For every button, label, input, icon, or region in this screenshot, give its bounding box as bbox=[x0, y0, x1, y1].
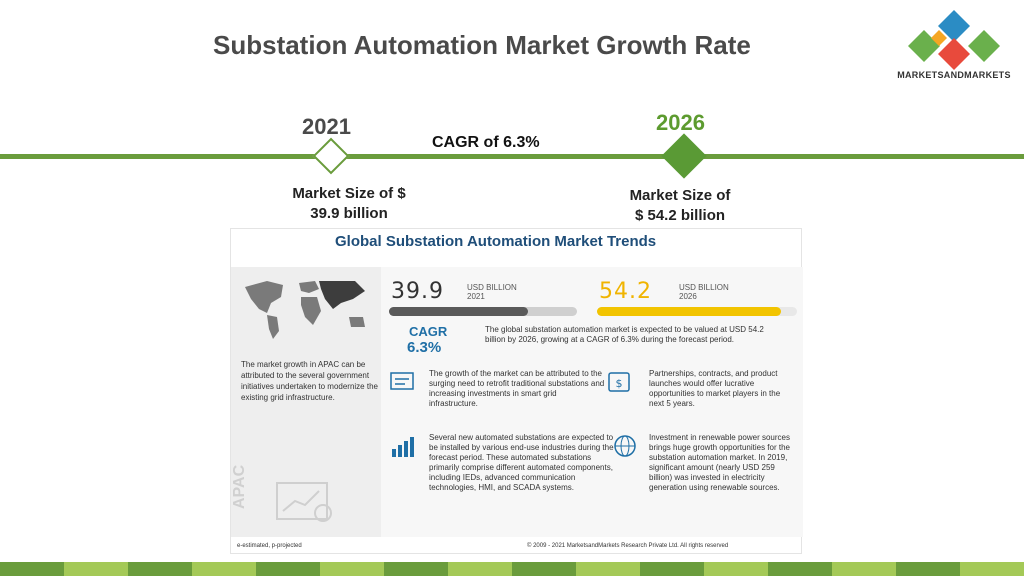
bottom-bar-segment bbox=[448, 562, 512, 576]
growth-chart-icon bbox=[276, 482, 332, 522]
bottom-bar-segment bbox=[960, 562, 1024, 576]
slide-title: Substation Automation Market Growth Rate bbox=[213, 30, 751, 60]
svg-text:$: $ bbox=[616, 377, 623, 390]
unit-2026-line1: USD BILLION bbox=[679, 283, 729, 292]
unit-2021-line2: 2021 bbox=[467, 292, 485, 301]
trend-renewables: Investment in renewable power sources br… bbox=[649, 433, 790, 492]
bottom-color-bar bbox=[0, 562, 1024, 576]
bottom-bar-segment bbox=[768, 562, 832, 576]
value-2021: 39.9 bbox=[391, 279, 444, 304]
cagr-small-label: CAGR bbox=[409, 324, 448, 339]
unit-2026: USD BILLION 2026 bbox=[679, 283, 729, 301]
unit-2021: USD BILLION 2021 bbox=[467, 283, 517, 301]
timeline-marker-2021 bbox=[312, 137, 350, 175]
bottom-bar-segment bbox=[576, 562, 640, 576]
logo-diamond-green-right bbox=[968, 30, 1000, 62]
logo-diamond-orange bbox=[931, 30, 947, 46]
trend-new-substations: Several new automated substations are ex… bbox=[429, 433, 614, 492]
bottom-bar-segment bbox=[0, 562, 64, 576]
substation-icon bbox=[390, 372, 414, 390]
logo-diamond-red bbox=[938, 38, 970, 70]
bottom-bar-segment bbox=[64, 562, 128, 576]
bottom-bar-segment bbox=[640, 562, 704, 576]
apac-vertical-label: APAC bbox=[231, 464, 248, 509]
cagr-description: The global substation automation market … bbox=[485, 325, 764, 344]
bottom-bar-segment bbox=[512, 562, 576, 576]
partnership-icon: $ bbox=[608, 372, 630, 392]
trend-partnerships: Partnerships, contracts, and product lau… bbox=[649, 369, 781, 408]
market-size-2026: Market Size of $ 54.2 billion bbox=[606, 186, 754, 226]
bottom-bar-segment bbox=[896, 562, 960, 576]
year-2021-label: 2021 bbox=[302, 114, 351, 139]
bottom-bar-segment bbox=[832, 562, 896, 576]
unit-2026-line2: 2026 bbox=[679, 292, 697, 301]
timeline-marker-2026 bbox=[661, 133, 707, 179]
year-2026-label: 2026 bbox=[656, 110, 705, 135]
market-size-2026-line1: Market Size of bbox=[629, 187, 731, 204]
cagr-label: CAGR of 6.3% bbox=[432, 134, 540, 151]
value-2026: 54.2 bbox=[599, 279, 652, 304]
bottom-bar-segment bbox=[384, 562, 448, 576]
logo-diamond-blue bbox=[938, 10, 970, 42]
bottom-bar-segment bbox=[128, 562, 192, 576]
apac-description: The market growth in APAC can be attribu… bbox=[241, 360, 378, 402]
world-map-icon bbox=[245, 281, 365, 339]
logo-text: MARKETSANDMARKETS bbox=[897, 70, 1011, 80]
trend-retrofit: The growth of the market can be attribut… bbox=[429, 369, 605, 408]
cagr-small-value: 6.3% bbox=[407, 339, 442, 356]
market-size-2021: Market Size of $ 39.9 billion bbox=[276, 184, 422, 224]
bottom-bar-segment bbox=[256, 562, 320, 576]
bar-2021-fill bbox=[389, 307, 529, 316]
market-size-2021-line1: Market Size of $ bbox=[292, 185, 406, 202]
infographic-title: Global Substation Automation Market Tren… bbox=[335, 233, 657, 250]
footnote-estimated: e-estimated, p-projected bbox=[237, 543, 302, 549]
timeline-line bbox=[0, 154, 1024, 159]
unit-2021-line1: USD BILLION bbox=[467, 283, 517, 292]
market-trends-infographic: Global Substation Automation Market Tren… bbox=[230, 228, 803, 554]
bar-growth-icon bbox=[392, 437, 414, 457]
marketsandmarkets-logo bbox=[908, 10, 1000, 70]
bottom-bar-segment bbox=[320, 562, 384, 576]
bar-2026-fill bbox=[597, 307, 781, 316]
globe-icon bbox=[614, 435, 636, 457]
footnote-copyright: © 2009 - 2021 MarketsandMarkets Research… bbox=[527, 543, 729, 549]
market-size-2021-line2: 39.9 billion bbox=[310, 205, 388, 222]
bottom-bar-segment bbox=[192, 562, 256, 576]
market-size-2026-line2: $ 54.2 billion bbox=[634, 207, 726, 224]
bottom-bar-segment bbox=[704, 562, 768, 576]
